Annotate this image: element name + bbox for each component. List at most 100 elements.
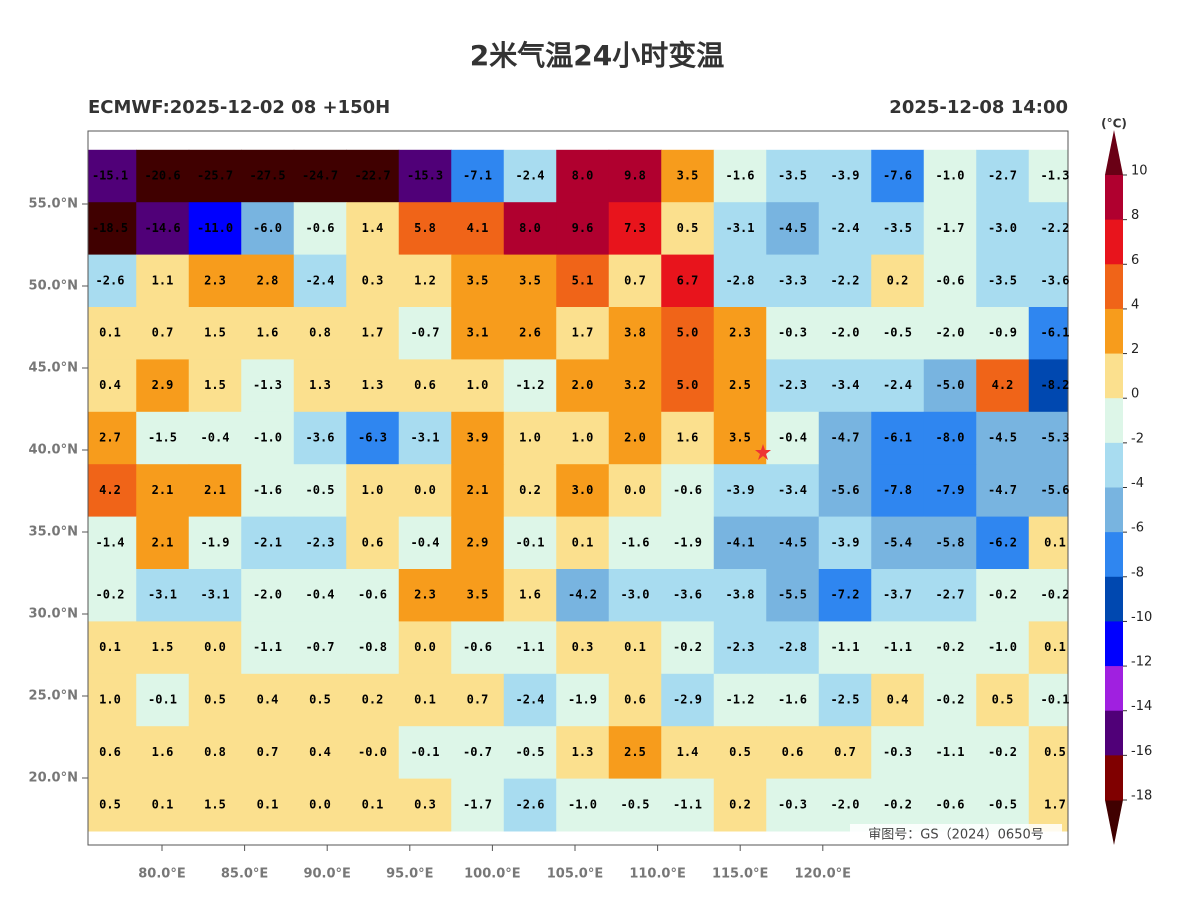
lat-tick-label: 30.0°N xyxy=(29,607,78,622)
grid-value: 0.5 xyxy=(309,693,331,707)
field-cell xyxy=(713,778,767,832)
grid-value: 2.3 xyxy=(414,588,436,602)
lon-tick-label: 115.0°E xyxy=(712,867,769,882)
field-cell xyxy=(293,569,347,622)
field-cell xyxy=(923,569,977,622)
field-cell xyxy=(923,202,977,256)
grid-value: -1.1 xyxy=(936,745,965,759)
field-cell xyxy=(88,307,137,360)
grid-value: -4.7 xyxy=(831,431,860,445)
field-cell xyxy=(976,359,1030,413)
field-cell xyxy=(661,621,715,675)
grid-value: -2.0 xyxy=(253,588,282,602)
field-cell xyxy=(346,778,400,832)
grid-value: 0.1 xyxy=(414,693,436,707)
field-cell xyxy=(451,621,505,675)
grid-value: 0.8 xyxy=(204,745,226,759)
colorbar-swatch xyxy=(1105,264,1123,310)
grid-value: -2.9 xyxy=(673,693,702,707)
grid-value: 0.4 xyxy=(99,378,121,392)
grid-value: -24.7 xyxy=(302,169,338,183)
grid-value: 2.5 xyxy=(624,745,646,759)
colorbar-label: -6 xyxy=(1131,521,1144,536)
grid-value: -7.8 xyxy=(883,483,912,497)
grid-value: 3.8 xyxy=(624,326,646,340)
grid-value: 9.6 xyxy=(572,221,594,235)
grid-value: -3.8 xyxy=(726,588,755,602)
field-cell xyxy=(713,202,767,256)
grid-value: -2.2 xyxy=(831,273,860,287)
field-cell xyxy=(976,516,1030,570)
field-cell xyxy=(293,149,347,203)
field-cell xyxy=(503,516,557,570)
grid-value: 4.1 xyxy=(467,221,489,235)
field-cell xyxy=(1028,411,1068,465)
grid-value: -1.0 xyxy=(988,640,1017,654)
field-cell xyxy=(503,254,557,308)
grid-value: -5.6 xyxy=(831,483,860,497)
grid-value: -5.0 xyxy=(936,378,965,392)
grid-value: -0.3 xyxy=(778,797,807,811)
field-cell xyxy=(818,254,872,308)
field-cell xyxy=(766,569,820,622)
grid-value: -2.1 xyxy=(253,535,282,549)
approval-note: 审图号：GS（2024）0650号 xyxy=(868,828,1044,843)
field-cell xyxy=(188,621,242,675)
colorbar-swatch xyxy=(1105,666,1123,712)
grid-value: -0.2 xyxy=(988,588,1017,602)
field-cell xyxy=(818,673,872,727)
field-cell xyxy=(136,464,190,518)
field-cell xyxy=(661,359,715,413)
grid-value: 1.0 xyxy=(519,431,541,445)
grid-value: -0.7 xyxy=(463,745,492,759)
grid-value: 1.6 xyxy=(519,588,541,602)
grid-value: 0.1 xyxy=(152,797,174,811)
field-cell xyxy=(661,202,715,256)
field-cell xyxy=(713,726,767,780)
grid-value: 3.5 xyxy=(677,169,699,183)
field-cell xyxy=(818,569,872,622)
field-cell xyxy=(766,149,820,203)
grid-value: 0.6 xyxy=(782,745,804,759)
grid-value: -6.2 xyxy=(988,535,1017,549)
grid-value: 1.7 xyxy=(1044,797,1066,811)
grid-value: -0.2 xyxy=(988,745,1017,759)
grid-value: 4.2 xyxy=(99,483,121,497)
field-cell xyxy=(556,149,610,203)
grid-value: -0.1 xyxy=(1041,693,1070,707)
grid-value: -7.2 xyxy=(831,588,860,602)
field-cell xyxy=(766,516,820,570)
grid-value: -0.4 xyxy=(201,431,230,445)
field-cell xyxy=(923,778,977,832)
grid-value: -1.1 xyxy=(673,797,702,811)
field-cell xyxy=(293,464,347,518)
grid-value: -2.3 xyxy=(726,640,755,654)
grid-value: 1.6 xyxy=(257,326,279,340)
field-cell xyxy=(871,149,925,203)
grid-value: -0.2 xyxy=(673,640,702,654)
grid-value: 0.6 xyxy=(414,378,436,392)
grid-value: -1.3 xyxy=(1041,169,1070,183)
grid-value: -1.0 xyxy=(568,797,597,811)
grid-value: -1.9 xyxy=(673,535,702,549)
field-cell xyxy=(818,621,872,675)
field-cell xyxy=(451,569,505,622)
grid-value: -18.5 xyxy=(92,221,128,235)
grid-value: -3.4 xyxy=(778,483,807,497)
field-cell xyxy=(661,307,715,360)
grid-value: -5.5 xyxy=(778,588,807,602)
grid-value: 1.5 xyxy=(204,378,226,392)
grid-value: 0.5 xyxy=(677,221,699,235)
field-cell xyxy=(923,516,977,570)
field-cell xyxy=(346,673,400,727)
grid-value: -3.0 xyxy=(988,221,1017,235)
field-cell xyxy=(503,307,557,360)
field-cell xyxy=(241,307,295,360)
grid-value: 0.2 xyxy=(362,693,384,707)
field-cell xyxy=(713,464,767,518)
grid-value: -5.8 xyxy=(936,535,965,549)
grid-value: 2.7 xyxy=(99,431,121,445)
grid-value: -3.5 xyxy=(883,221,912,235)
field-cell xyxy=(871,673,925,727)
field-cell xyxy=(976,202,1030,256)
